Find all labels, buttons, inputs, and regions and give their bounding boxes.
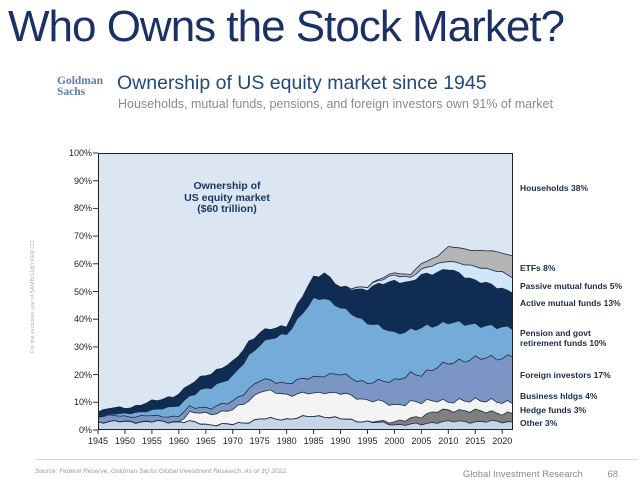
area-hedge-funds (98, 409, 513, 426)
logo-line-1: Goldman (57, 75, 104, 87)
area-passive-mutual-funds (98, 261, 513, 413)
area-pension-and-govt-retirement-funds (98, 297, 513, 418)
source-note: Source: Federal Reserve, Goldman Sachs G… (35, 468, 288, 475)
chart-panel: Ownership of US equity market ($60 trill… (0, 140, 640, 460)
series-label-passive-mutual-funds: Passive mutual funds 5% (520, 281, 623, 291)
x-axis-tick-label: 1980 (276, 436, 297, 446)
chart-subheading: Households, mutual funds, pensions, and … (118, 97, 553, 111)
y-axis-tick-label: 50% (73, 286, 92, 297)
plot-border (98, 153, 513, 430)
x-axis-tick-label: 1975 (249, 436, 270, 446)
series-label-other: Other 3% (520, 418, 558, 428)
series-label-hedge-funds: Hedge funds 3% (520, 405, 587, 415)
x-axis-tick-label: 1945 (87, 436, 109, 446)
logo-line-2: Sachs (57, 85, 86, 98)
page-number: 68 (607, 469, 618, 480)
annotation-line-3: ($60 trillion) (197, 203, 257, 215)
series-label-households: Households 38% (520, 183, 589, 193)
area-foreign-investors (98, 354, 513, 424)
series-label-pension-and-govt-retirement-funds: Pension and govt retirement funds 10% (520, 328, 607, 348)
y-axis-tick-label: 80% (73, 203, 92, 214)
y-axis-tick-label: 70% (73, 231, 92, 242)
series-label-foreign-investors: Foreign investors 17% (520, 370, 611, 380)
x-axis-tick-label: 1970 (222, 436, 243, 446)
series-label-etfs: ETFs 8% (520, 263, 556, 273)
footer-divider (35, 459, 638, 460)
footer-brand: Global Investment Research (462, 469, 583, 480)
page-title: Who Owns the Stock Market? (8, 2, 565, 51)
y-axis-tick-label: 10% (73, 397, 92, 408)
boundary-line (97, 354, 514, 418)
series-label-active-mutual-funds: Active mutual funds 13% (520, 298, 621, 308)
x-axis-tick-label: 2015 (465, 436, 486, 446)
x-axis-tick-label: 1960 (168, 436, 189, 446)
area-etfs (98, 246, 513, 413)
y-axis-tick-label: 0% (78, 425, 92, 435)
y-axis-tick-label: 20% (73, 369, 92, 380)
x-axis-tick-label: 2010 (438, 436, 459, 446)
goldman-sachs-logo: Goldman Sachs (57, 76, 103, 97)
annotation-line-2: US equity market (184, 191, 270, 204)
y-axis-tick-label: 90% (73, 175, 92, 186)
x-axis-tick-label: 1965 (195, 436, 216, 446)
area-other (98, 415, 513, 430)
x-axis-tick-label: 1995 (357, 436, 378, 446)
x-axis-tick-label: 2000 (384, 436, 405, 446)
y-axis-tick-label: 40% (73, 314, 92, 325)
area-households (98, 153, 513, 413)
x-axis-tick-label: 1950 (114, 436, 135, 446)
x-axis-tick-label: 1955 (141, 436, 162, 446)
area-business-hldgs (98, 389, 513, 426)
area-active-mutual-funds (98, 269, 513, 418)
x-axis-tick-label: 1985 (303, 436, 324, 446)
chart-annotation: Ownership of US equity market ($60 trill… (152, 180, 302, 216)
chart-heading: Ownership of US equity market since 1945 (117, 72, 487, 94)
x-axis-tick-label: 2020 (492, 436, 513, 446)
boundary-line (97, 389, 514, 424)
boundary-line (97, 246, 514, 413)
series-label-business-hldgs: Business hldgs 4% (520, 391, 598, 401)
y-axis-tick-label: 60% (73, 258, 92, 269)
x-axis-tick-label: 1990 (330, 436, 351, 446)
annotation-line-1: Ownership of (193, 180, 261, 192)
footer-right: Global Investment Research 68 (463, 469, 618, 480)
y-axis-tick-label: 30% (73, 341, 92, 352)
y-axis-tick-label: 100% (68, 148, 92, 158)
boundary-line (97, 297, 514, 418)
x-axis-tick-label: 2005 (411, 436, 432, 446)
stacked-area-svg (93, 152, 514, 434)
